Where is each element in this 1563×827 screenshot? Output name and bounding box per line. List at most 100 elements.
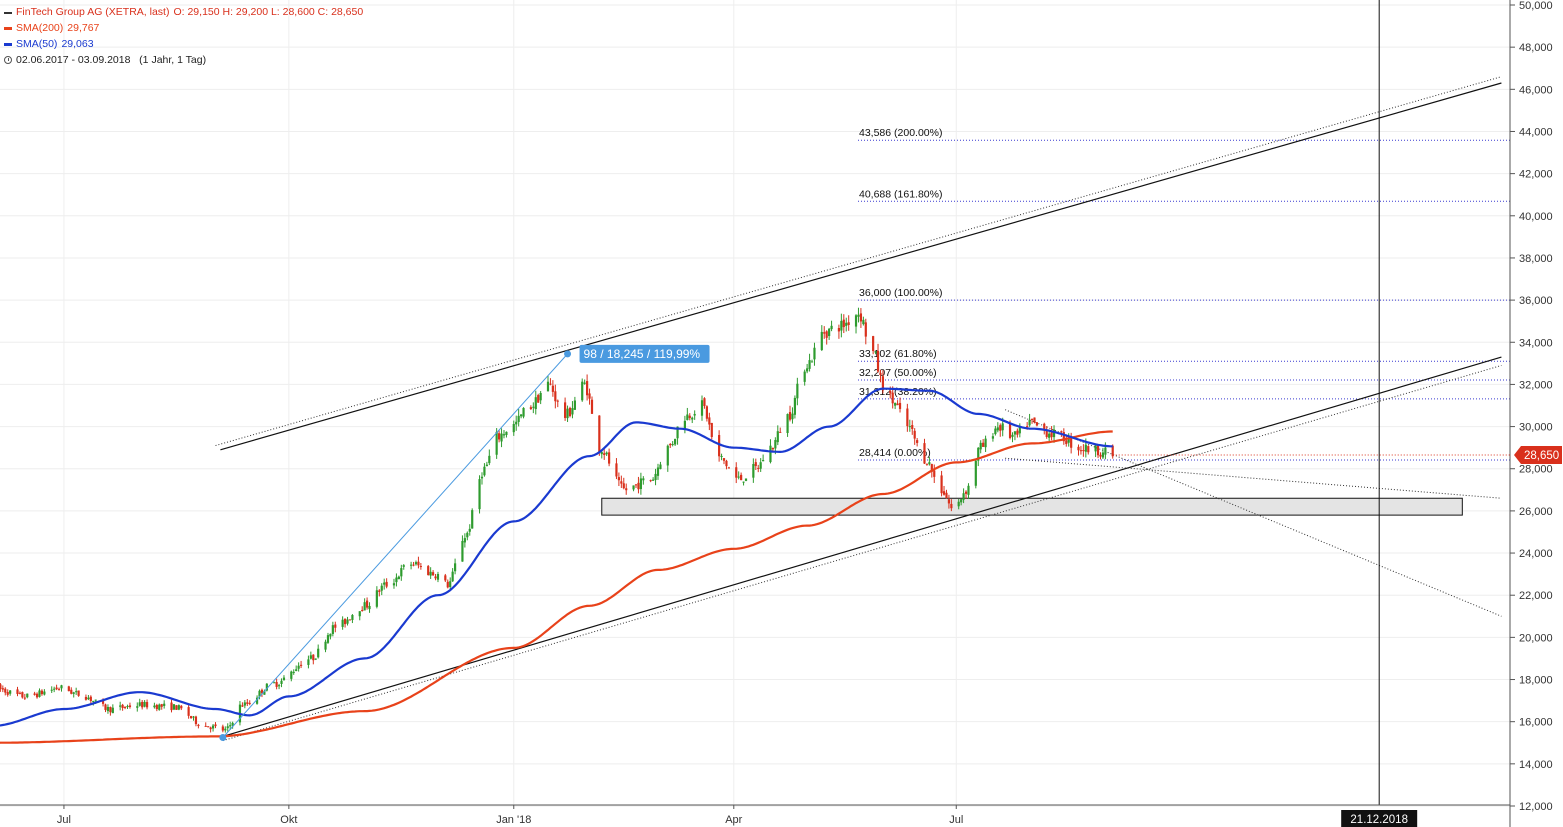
candle-body — [823, 332, 826, 334]
candle-body — [70, 689, 73, 694]
candle-body — [104, 704, 107, 710]
candle-body — [211, 725, 215, 729]
candle-body — [659, 464, 662, 470]
candle-body — [297, 665, 300, 669]
candle-body — [999, 425, 1002, 431]
candle-body — [974, 460, 977, 486]
candle-body — [461, 540, 464, 562]
candle-body — [605, 452, 608, 455]
candle-body — [1104, 447, 1107, 455]
candle-body — [314, 658, 317, 660]
candle-body — [282, 677, 286, 681]
support-trendline-dotted[interactable] — [222, 364, 1502, 742]
sma200-line[interactable] — [0, 430, 1113, 744]
candle-body — [292, 671, 295, 673]
candle-body — [175, 705, 178, 710]
candle-body — [38, 690, 41, 697]
candle-body — [155, 704, 158, 710]
y-tick-label: 22,000 — [1519, 590, 1553, 602]
candle-body — [967, 485, 970, 495]
candle-body — [444, 575, 447, 581]
x-tick-label: Jul — [949, 814, 963, 826]
candle-body — [1008, 423, 1012, 438]
candle-body — [529, 407, 532, 409]
candle-body — [451, 571, 454, 582]
candle-body — [6, 692, 9, 695]
collapse-icon[interactable] — [4, 11, 12, 14]
legend-instrument-row: FinTech Group AG (XETRA, last) O: 29,150… — [4, 4, 363, 20]
resistance-trendline[interactable] — [220, 82, 1502, 451]
candle-body — [172, 704, 176, 710]
candle-body — [757, 467, 760, 469]
candle-body — [1016, 430, 1019, 435]
candle-body — [642, 478, 645, 481]
lower-downtrend-line-dotted[interactable] — [1005, 457, 1502, 499]
candle-body — [436, 573, 440, 580]
candle-body — [50, 689, 53, 691]
candle-body — [1062, 432, 1065, 442]
instrument-title[interactable]: FinTech Group AG (XETRA, last) — [16, 6, 170, 18]
candle-body — [933, 470, 936, 477]
candle-body — [434, 576, 437, 579]
legend-range-row[interactable]: 02.06.2017 - 03.09.2018 (1 Jahr, 1 Tag) — [4, 52, 363, 68]
candle-body — [776, 431, 779, 443]
fib-level-label: 32,207 (50.00%) — [859, 367, 937, 379]
candle-body — [568, 407, 572, 417]
candle-body — [471, 510, 474, 529]
candle-body — [9, 690, 12, 694]
candle-body — [53, 688, 56, 690]
measure-tool[interactable]: 98 / 18,245 / 119,99% — [219, 344, 710, 741]
candle-body — [669, 444, 672, 446]
candle-body — [708, 417, 711, 425]
candle-body — [654, 473, 657, 481]
y-tick-label: 40,000 — [1519, 211, 1553, 223]
legend-sma50-row[interactable]: SMA(50) 29,063 — [4, 36, 363, 52]
x-tick-label: Jul — [57, 814, 71, 826]
candle-body — [1045, 429, 1048, 437]
candle-body — [737, 476, 740, 478]
measure-line[interactable] — [222, 353, 568, 738]
candle-body — [502, 434, 506, 436]
candle-body — [740, 474, 743, 481]
candle-body — [84, 696, 88, 700]
candle-body — [876, 350, 880, 372]
candle-body — [837, 328, 841, 332]
candle-body — [666, 445, 669, 466]
candle-body — [365, 600, 369, 608]
candle-body — [947, 499, 951, 504]
candle-body — [177, 705, 180, 710]
candle-body — [977, 447, 980, 461]
candle-body — [23, 697, 26, 699]
candle-body — [896, 403, 899, 406]
support-trendline[interactable] — [222, 356, 1502, 738]
legend-sma200-row[interactable]: SMA(200) 29,767 — [4, 20, 363, 36]
measure-end-handle[interactable] — [564, 350, 572, 358]
sma50-line[interactable] — [0, 387, 1113, 727]
x-tick-label: Jan '18 — [496, 814, 531, 826]
candle-body — [840, 320, 843, 331]
candle-body — [309, 655, 312, 659]
candle-body — [515, 421, 518, 425]
candle-body — [554, 391, 557, 402]
candle-body — [192, 716, 195, 718]
candle-body — [615, 463, 618, 477]
sma50-value: 29,063 — [61, 38, 94, 50]
support-zone-rect[interactable] — [601, 497, 1463, 516]
candle-body — [363, 602, 366, 611]
candle-body — [779, 431, 782, 433]
sma200-swatch-icon — [4, 26, 12, 30]
candle-body — [275, 681, 278, 687]
candle-body — [791, 413, 794, 420]
candle-body — [842, 319, 845, 328]
fib-level-label: 28,414 (0.00%) — [859, 447, 931, 459]
candle-body — [1094, 444, 1097, 452]
resistance-trendline-dotted[interactable] — [215, 76, 1502, 447]
y-tick-label: 18,000 — [1519, 675, 1553, 687]
candle-body — [857, 314, 860, 317]
downtrend-line-dotted[interactable] — [1004, 409, 1502, 617]
candle-body — [121, 704, 124, 708]
measure-start-handle[interactable] — [219, 733, 227, 741]
candle-body — [145, 702, 149, 708]
candle-body — [923, 443, 926, 464]
